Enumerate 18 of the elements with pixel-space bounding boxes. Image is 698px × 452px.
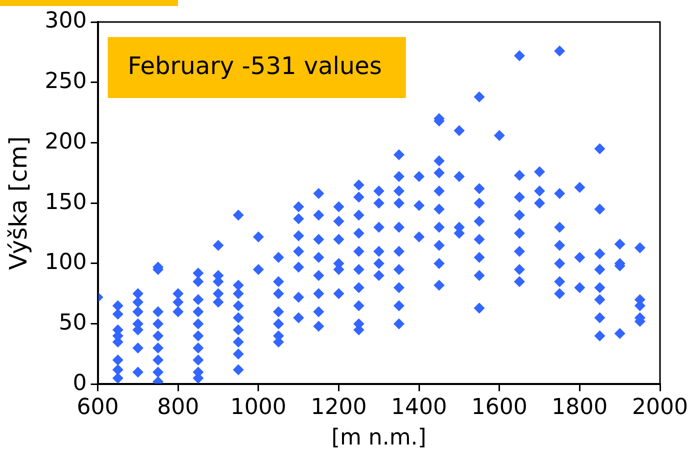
y-tick-label: 50 [58, 310, 87, 336]
x-tick-label: 1000 [230, 395, 286, 420]
x-axis-title: [m n.m.] [331, 426, 426, 451]
x-tick-label: 1800 [552, 395, 608, 420]
annotation: February -531 values [128, 52, 382, 80]
x-tick-label: 1400 [391, 395, 448, 420]
y-axis-title: Výška [cm] [4, 136, 33, 270]
y-tick-label: 100 [44, 250, 87, 276]
x-tick-label: 600 [76, 395, 119, 420]
x-tick-label: 800 [157, 395, 200, 420]
y-tick-label: 300 [44, 8, 87, 34]
x-tick-label: 1600 [471, 395, 528, 420]
y-tick-label: 200 [44, 129, 87, 154]
y-tick-label: 250 [44, 69, 87, 94]
x-tick-label: 1200 [310, 395, 367, 420]
y-tick-label: 0 [72, 370, 87, 396]
y-tick-label: 150 [44, 190, 87, 215]
x-tick-label: 2000 [632, 395, 688, 420]
